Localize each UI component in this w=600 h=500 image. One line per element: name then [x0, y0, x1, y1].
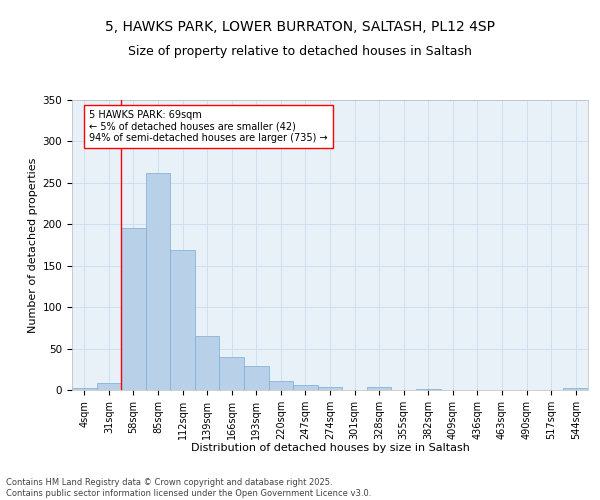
Bar	[146, 173, 170, 390]
Bar	[416, 389, 440, 390]
Bar	[220, 357, 244, 390]
Text: Size of property relative to detached houses in Saltash: Size of property relative to detached ho…	[128, 45, 472, 58]
X-axis label: Distribution of detached houses by size in Saltash: Distribution of detached houses by size …	[191, 444, 469, 454]
Text: 5, HAWKS PARK, LOWER BURRATON, SALTASH, PL12 4SP: 5, HAWKS PARK, LOWER BURRATON, SALTASH, …	[105, 20, 495, 34]
Bar	[563, 388, 588, 390]
Bar	[293, 385, 318, 390]
Bar	[367, 386, 391, 390]
Bar	[121, 228, 146, 390]
Bar	[244, 366, 269, 390]
Bar	[97, 382, 121, 390]
Bar	[195, 336, 220, 390]
Bar	[318, 386, 342, 390]
Y-axis label: Number of detached properties: Number of detached properties	[28, 158, 38, 332]
Text: 5 HAWKS PARK: 69sqm
← 5% of detached houses are smaller (42)
94% of semi-detache: 5 HAWKS PARK: 69sqm ← 5% of detached hou…	[89, 110, 328, 143]
Text: Contains HM Land Registry data © Crown copyright and database right 2025.
Contai: Contains HM Land Registry data © Crown c…	[6, 478, 371, 498]
Bar	[72, 388, 97, 390]
Bar	[170, 250, 195, 390]
Bar	[269, 381, 293, 390]
